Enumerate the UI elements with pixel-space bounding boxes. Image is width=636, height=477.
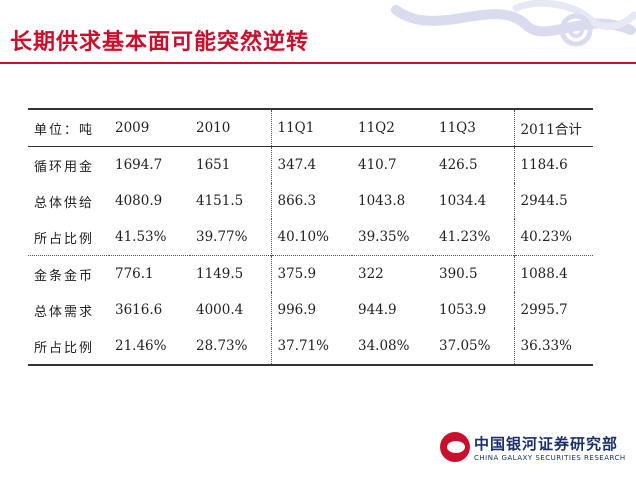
header-cell: 11Q2 [352,108,433,147]
table-cell: 40.10% [270,219,352,256]
header-cell: 11Q1 [270,108,352,147]
table-cell: 944.9 [358,302,397,318]
table-cell: 996.9 [270,292,352,328]
table-row: 循环用金 1694.7 1651 347.4 410.7 426.5 1184.… [28,146,593,183]
row-label: 总体供给 [34,195,95,211]
table-cell: 34.08% [352,328,433,366]
logo-chinese-name: 中国银河证券研究部 [474,435,619,453]
table-row: 所占比例 21.46% 28.73% 37.71% 34.08% 37.05% … [28,328,593,366]
table-cell: 866.3 [270,183,352,219]
table-cell: 426.5 [439,157,478,173]
row-label: 所占比例 [28,328,109,366]
row-label: 所占比例 [34,231,95,247]
table-header-row: 单位：吨 2009 2010 11Q1 11Q2 11Q3 2011合计 [28,108,593,147]
row-label: 总体需求 [34,304,95,320]
decorative-swirl [391,0,636,47]
table-cell: 37.05% [433,328,514,366]
row-label: 循环用金 [34,159,95,175]
table-row: 金条金币 776.1 1149.5 375.9 322 390.5 1088.4 [28,255,593,292]
table-cell: 37.71% [270,328,352,366]
table-cell: 4000.4 [196,302,244,318]
title-divider [0,62,636,64]
table-cell: 40.23% [513,219,593,256]
header-cell: 单位：吨 [28,108,109,147]
row-label: 金条金币 [28,255,109,292]
header-cell: 11Q3 [433,108,514,147]
table-cell: 2995.7 [513,292,593,328]
page-title: 长期供求基本面可能突然逆转 [10,30,310,55]
table-cell: 1651 [196,157,231,173]
table-cell: 3616.6 [115,302,163,318]
table-cell: 1088.4 [513,255,593,292]
galaxy-logo-icon [440,432,470,462]
logo-english-name: CHINA GALAXY SECURITIES RESEARCH [474,454,626,462]
table-cell: 322 [352,255,433,292]
table-cell: 39.77% [196,229,248,245]
table-cell: 21.46% [109,328,190,366]
table-cell: 36.33% [513,328,593,366]
table-cell: 39.35% [358,229,410,245]
table-cell: 347.4 [270,146,352,183]
table-cell: 1694.7 [115,157,163,173]
table-cell: 375.9 [270,255,352,292]
table-cell: 41.23% [439,229,491,245]
table-row: 总体需求 3616.6 4000.4 996.9 944.9 1053.9 29… [28,292,593,328]
table-cell: 1149.5 [190,255,271,292]
header-cell: 2009 [109,108,190,147]
header-cell: 2011合计 [513,108,593,147]
table-cell: 1034.4 [439,193,487,209]
table-cell: 4080.9 [115,193,163,209]
table-cell: 776.1 [109,255,190,292]
company-logo: 中国银河证券研究部 CHINA GALAXY SECURITIES RESEAR… [440,430,630,470]
table-cell: 2944.5 [513,183,593,219]
table-cell: 28.73% [190,328,271,366]
table-cell: 41.53% [115,229,167,245]
table-row: 所占比例 41.53% 39.77% 40.10% 39.35% 41.23% … [28,219,593,256]
table-cell: 1053.9 [439,302,487,318]
table-cell: 410.7 [358,157,397,173]
table-cell: 1043.8 [358,193,406,209]
table-cell: 390.5 [433,255,514,292]
table-cell: 4151.5 [196,193,244,209]
table-cell: 1184.6 [513,146,593,183]
supply-demand-table: 单位：吨 2009 2010 11Q1 11Q2 11Q3 2011合计 循环用… [28,108,593,366]
table-row: 总体供给 4080.9 4151.5 866.3 1043.8 1034.4 2… [28,183,593,219]
header-cell: 2010 [190,108,271,147]
